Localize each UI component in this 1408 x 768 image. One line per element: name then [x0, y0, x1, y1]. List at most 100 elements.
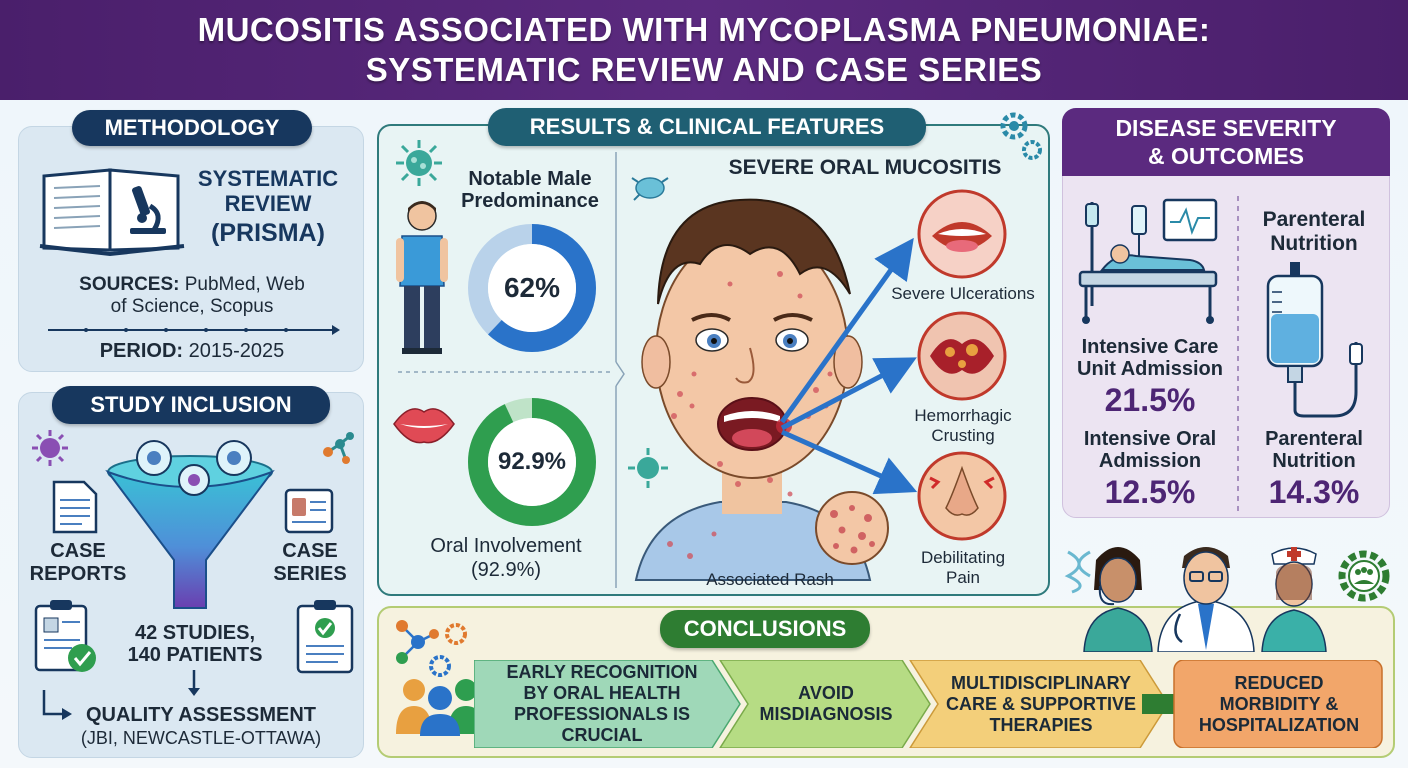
- results-heading: RESULTS & CLINICAL FEATURES: [488, 108, 926, 146]
- oral-involvement-donut: [468, 398, 596, 526]
- conclusion-step-avoid-misdiagnosis: AVOID MISDIAGNOSIS: [748, 660, 904, 748]
- step1-line-4: CRUCIAL: [561, 725, 643, 745]
- step1-line-2: BY ORAL HEALTH: [523, 683, 681, 703]
- conclusion-step-multidisciplinary-care: MULTIDISCIPLINARY CARE & SUPPORTIVE THER…: [934, 660, 1148, 748]
- male-predominance-label: Notable Male Predominance: [450, 168, 610, 212]
- molecule-icon: [323, 432, 354, 464]
- methodology-heading: METHODOLOGY: [72, 110, 312, 146]
- flow-arrows: [42, 670, 200, 720]
- hemorrhagic-crusting-icon: [917, 311, 1007, 401]
- dashed-divider: [398, 371, 612, 373]
- dna-molecule-icon: [1064, 550, 1091, 594]
- male-figure-icon: [396, 201, 448, 354]
- severity-panel: [1062, 108, 1390, 518]
- parenteral-nutrition-title: Parenteral Nutrition: [1246, 208, 1382, 256]
- intensive-oral-admission-label: Intensive Oral Admission: [1068, 428, 1232, 472]
- case-series-line-1: CASE: [282, 540, 338, 562]
- review-label: SYSTEMATIC REVIEW (PRISMA): [188, 166, 348, 246]
- studies-count: 42 STUDIES, 140 PATIENTS: [112, 622, 278, 666]
- feature2-line-1: Hemorrhagic: [914, 406, 1012, 425]
- feature2-line-2: Crusting: [931, 426, 995, 445]
- case-reports-label: CASE REPORTS: [28, 540, 128, 586]
- virus-icon: [628, 448, 668, 488]
- male-percentage-donut: [468, 224, 596, 352]
- quality-assessment: QUALITY ASSESSMENT: [85, 704, 317, 726]
- parenteral-nutrition-label: Parenteral Nutrition: [1246, 428, 1382, 472]
- step3-line-1: MULTIDISCIPLINARY: [951, 672, 1131, 693]
- sources-value-2: of Science, Scopus: [110, 295, 274, 317]
- title-line-1: MUCOSITIS ASSOCIATED WITH MYCOPLASMA PNE…: [197, 11, 1211, 48]
- iv-bag-icon: [1266, 262, 1363, 418]
- feature3-line-2: Pain: [945, 568, 981, 587]
- sources-label: SOURCES:: [79, 274, 180, 295]
- quality-tools: (JBI, NEWCASTLE-OTTAWA): [80, 728, 322, 748]
- title-banner: MUCOSITIS ASSOCIATED WITH MYCOPLASMA PNE…: [0, 0, 1408, 100]
- oral-percentage-value: 92.9%: [497, 448, 567, 475]
- icu-line-1: Intensive Care: [1081, 336, 1219, 358]
- pain-nose-icon: [917, 451, 1007, 541]
- case-series-line-2: SERIES: [273, 563, 347, 585]
- clipboard-check-icon: [34, 600, 96, 672]
- rash-closeup-icon: [815, 491, 889, 565]
- conclusion-flow: [474, 660, 1383, 748]
- timeline-arrow: [48, 325, 340, 335]
- associated-rash-label: Associated Rash: [706, 570, 834, 589]
- male-percentage-value: 62%: [503, 272, 561, 303]
- step1-line-3: PROFESSIONALS IS: [513, 704, 691, 724]
- ioa-line-2: Admission: [1098, 450, 1202, 472]
- title-line-2: SYSTEMATIC REVIEW AND CASE SERIES: [365, 51, 1043, 88]
- step3-line-3: THERAPIES: [989, 714, 1093, 735]
- step2-line-2: MISDIAGNOSIS: [759, 704, 893, 724]
- team-gear-icon: [1338, 550, 1390, 602]
- sources-text: SOURCES: PubMed, Web of Science, Scopus: [40, 274, 344, 318]
- severity-heading: DISEASE SEVERITY & OUTCOMES: [1062, 108, 1390, 176]
- severe-oral-mucositis-title: SEVERE ORAL MUCOSITIS: [728, 156, 1002, 179]
- icu-line-2: Unit Admission: [1077, 358, 1223, 380]
- sources-value-1: PubMed, Web: [184, 274, 305, 295]
- step4-line-1: REDUCED: [1234, 672, 1324, 693]
- feature-severe-ulcerations: Severe Ulcerations: [891, 284, 1035, 303]
- oral-line-1: Oral Involvement: [430, 535, 582, 557]
- conclusion-step-reduced-morbidity: REDUCED MORBIDITY & HOSPITALIZATION: [1176, 660, 1382, 748]
- ioa-line-1: Intensive Oral: [1083, 428, 1217, 450]
- ulcerated-mouth-icon: [917, 189, 1007, 279]
- study-inclusion-heading: STUDY INCLUSION: [52, 386, 330, 424]
- review-line-3: (PRISMA): [211, 219, 325, 247]
- healthcare-team-illustration: [1083, 547, 1327, 652]
- network-gear-icon: [396, 620, 467, 664]
- patients-line: 140 PATIENTS: [127, 644, 263, 666]
- feature-hemorrhagic-crusting: Hemorrhagic Crusting: [888, 406, 1038, 446]
- male-line-1: Notable Male: [468, 168, 592, 190]
- funnel-icon: [105, 440, 275, 609]
- review-line-1: SYSTEMATIC: [197, 166, 339, 191]
- severity-divider: [1237, 196, 1239, 516]
- feature-debilitating-pain: Debilitating Pain: [888, 548, 1038, 588]
- icu-admission-label: Intensive Care Unit Admission: [1068, 336, 1232, 380]
- severity-heading-line-2: & OUTCOMES: [1148, 143, 1304, 169]
- case-reports-line-1: CASE: [50, 540, 106, 562]
- case-series-profile-icon: [284, 488, 334, 534]
- studies-line: 42 STUDIES,: [134, 622, 256, 644]
- icu-bed-icon: [1078, 198, 1218, 324]
- pn-line-1: Parenteral: [1265, 428, 1363, 450]
- parenteral-nutrition-value: 14.3%: [1268, 474, 1360, 510]
- review-line-2: REVIEW: [224, 191, 312, 216]
- intensive-oral-admission-value: 12.5%: [1104, 474, 1196, 510]
- case-series-label: CASE SERIES: [260, 540, 360, 586]
- male-line-2: Predominance: [461, 190, 599, 212]
- oral-involvement-label: Oral Involvement (92.9%): [408, 534, 604, 582]
- step3-line-2: CARE & SUPPORTIVE: [945, 693, 1137, 714]
- conclusions-heading: CONCLUSIONS: [660, 610, 870, 648]
- parenteral-top-line-1: Parenteral: [1262, 208, 1366, 231]
- icu-admission-value: 21.5%: [1104, 382, 1196, 418]
- bacteria-icon: [631, 177, 669, 201]
- period-text: PERIOD: 2015-2025: [60, 340, 324, 363]
- feature3-line-1: Debilitating: [920, 548, 1006, 567]
- pn-line-2: Nutrition: [1272, 450, 1356, 472]
- clipboard-list-icon: [296, 600, 354, 674]
- step4-line-2: MORBIDITY &: [1219, 693, 1339, 714]
- severity-heading-line-1: DISEASE SEVERITY: [1115, 115, 1337, 141]
- book-microscope-icon: [39, 168, 185, 257]
- parenteral-top-line-2: Nutrition: [1270, 232, 1358, 255]
- lips-icon: [393, 408, 455, 444]
